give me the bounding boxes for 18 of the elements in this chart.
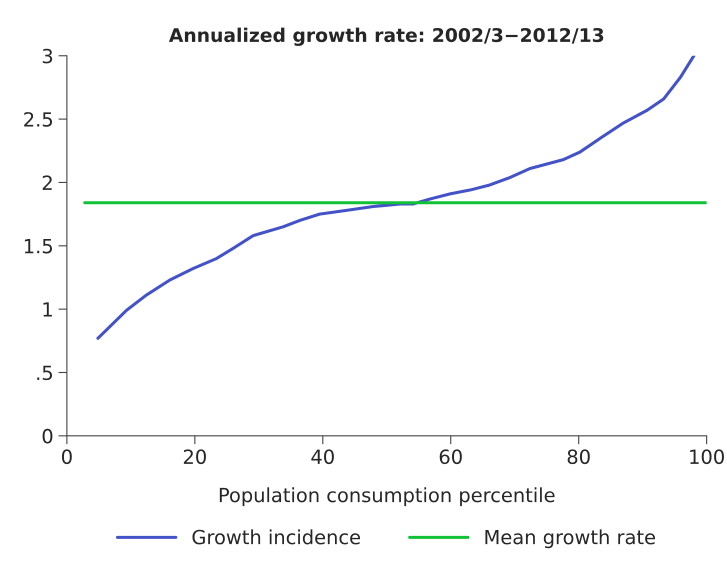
chart-title: Annualized growth rate: 2002/3−2012/13: [168, 28, 604, 46]
y-tick-label: 2: [42, 175, 52, 190]
x-tick-label: 40: [311, 449, 334, 464]
line-series: [96, 56, 696, 340]
legend-label: Growth incidence: [192, 529, 360, 544]
y-tick-label: 2.5: [24, 112, 52, 127]
x-tick-label: 0: [62, 449, 72, 464]
x-tick-label: 80: [568, 449, 590, 464]
y-tick-label: 3: [42, 48, 52, 64]
y-tick-label: 1: [43, 302, 52, 317]
legend-label: Mean growth rate: [485, 529, 655, 548]
x-tick-label: 20: [184, 449, 206, 464]
x-tick-label: 100: [690, 449, 724, 464]
x-axis-title: Population consumption percentile: [220, 487, 555, 506]
y-tick-label: 0: [42, 428, 52, 444]
x-tick-label: 60: [440, 449, 462, 464]
y-tick-label: 1.5: [24, 239, 52, 254]
y-tick-label: .5: [37, 366, 52, 380]
